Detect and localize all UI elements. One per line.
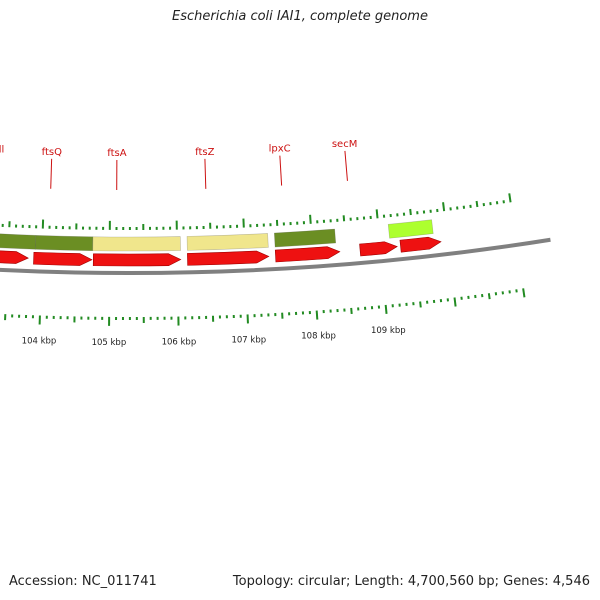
tick-mark <box>522 288 526 298</box>
scale-label: 109 kbp <box>371 326 406 336</box>
gene-block <box>35 235 94 252</box>
gene-leader-line <box>50 158 53 189</box>
gene-label: ftsZ <box>195 147 214 158</box>
accession-text: Accession: NC_011741 <box>9 574 157 589</box>
gene-leader-line <box>344 150 348 181</box>
scale-label: 104 kbp <box>22 337 57 347</box>
genome-stats-text: Topology: circular; Length: 4,700,560 bp… <box>232 574 590 589</box>
tick-mark <box>487 293 491 300</box>
tick-mark <box>453 297 457 307</box>
map-title: Escherichia coli IAI1, complete genome <box>172 9 428 24</box>
cds-arrow <box>33 251 93 266</box>
backbone-line <box>0 237 551 275</box>
gene-label: secM <box>332 139 358 150</box>
tick-mark <box>309 214 312 224</box>
gene-label: ftsQ <box>42 147 62 158</box>
tick-mark <box>315 310 319 320</box>
tick-mark <box>508 193 512 203</box>
cds-arrow <box>399 236 442 253</box>
gene-block <box>0 233 37 250</box>
cds-arrow <box>0 250 29 264</box>
tick-mark <box>409 208 412 216</box>
cds-arrow <box>359 241 398 257</box>
tick-mark <box>442 202 446 212</box>
tick-mark <box>384 304 388 314</box>
scale-label: 108 kbp <box>301 332 336 342</box>
gene-leader-line <box>204 158 207 189</box>
gene-label: lpxC <box>269 144 291 155</box>
scale-label: 105 kbp <box>92 338 127 348</box>
tick-mark <box>375 209 379 219</box>
cds-track <box>0 236 442 267</box>
gene-block <box>273 228 337 248</box>
gene-leader-line <box>279 155 283 186</box>
scale-label: 107 kbp <box>231 335 266 345</box>
gene-label: ddl <box>0 145 4 156</box>
cds-arrow <box>92 253 182 267</box>
cds-arrow <box>274 246 341 263</box>
tick-mark <box>419 301 422 308</box>
gene-block <box>186 233 269 251</box>
gene-block-track <box>0 219 434 252</box>
scale-label: 106 kbp <box>162 338 197 348</box>
gene-block <box>92 236 181 252</box>
tick-mark <box>475 200 479 208</box>
backbone-track <box>0 237 551 275</box>
tick-track <box>1 193 526 326</box>
gene-label: ftsA <box>107 148 126 159</box>
gene-block <box>387 219 434 239</box>
cds-arrow <box>187 250 270 266</box>
